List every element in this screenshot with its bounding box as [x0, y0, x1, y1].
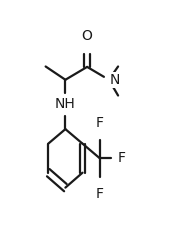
- Text: O: O: [82, 29, 92, 43]
- Text: F: F: [96, 116, 104, 130]
- Text: F: F: [118, 151, 126, 165]
- Text: N: N: [109, 73, 120, 87]
- Text: NH: NH: [55, 97, 76, 111]
- Text: F: F: [96, 187, 104, 201]
